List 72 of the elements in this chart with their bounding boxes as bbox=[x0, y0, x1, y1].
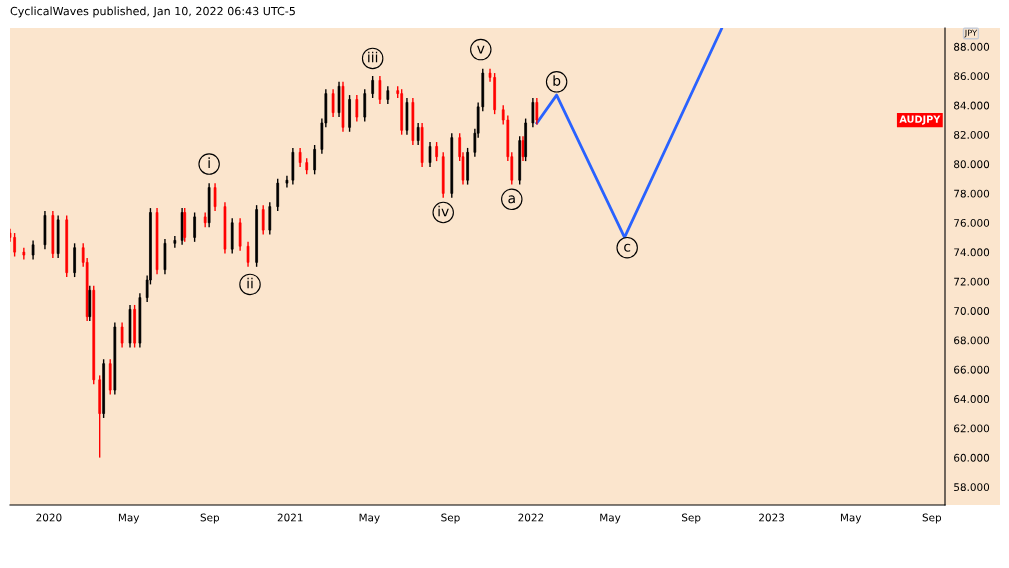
candlestick bbox=[355, 94, 359, 123]
y-tick-label: 88.000 bbox=[954, 42, 990, 51]
y-tick-label: 66.000 bbox=[954, 365, 990, 374]
candlestick bbox=[531, 97, 535, 129]
candlestick bbox=[276, 178, 280, 212]
candlestick bbox=[246, 241, 250, 268]
candlestick bbox=[285, 175, 289, 189]
y-tick-label: 58.000 bbox=[954, 483, 990, 492]
text: JPY bbox=[964, 29, 978, 38]
annotation: ii bbox=[247, 277, 253, 289]
y-tick-label: 68.000 bbox=[954, 336, 990, 345]
annotation: AUDJPY bbox=[899, 115, 941, 125]
candlestick bbox=[466, 147, 469, 186]
candlestick bbox=[524, 117, 527, 162]
x-tick-label: Sep bbox=[682, 513, 701, 524]
annotation: iii bbox=[368, 51, 378, 63]
y-tick-label: 76.000 bbox=[954, 218, 990, 227]
y-tick-label: 80.000 bbox=[954, 160, 990, 169]
candlestick bbox=[193, 211, 196, 243]
candlestick bbox=[331, 88, 335, 118]
candlestick bbox=[255, 204, 258, 268]
x-tick-label: May bbox=[840, 513, 862, 524]
x-tick-label: May bbox=[118, 513, 140, 524]
candlestick bbox=[400, 88, 404, 136]
candlestick bbox=[238, 217, 242, 252]
y-tick-label: 62.000 bbox=[954, 424, 990, 433]
y-tick-label: 78.000 bbox=[954, 189, 990, 198]
y-tick-label: 84.000 bbox=[954, 101, 990, 110]
y-tick-label: 64.000 bbox=[954, 395, 990, 403]
y-tick-label: 74.000 bbox=[954, 248, 990, 257]
chart-title: CyclicalWaves published, Jan 10, 2022 06:43 UTC-5 bbox=[10, 6, 295, 18]
annotation: c bbox=[624, 243, 631, 252]
candlestick bbox=[73, 242, 76, 278]
candlestick bbox=[416, 122, 420, 146]
x-tick-label: Sep bbox=[200, 513, 220, 524]
x-tick-label: 2020 bbox=[36, 513, 62, 522]
candlestick bbox=[268, 201, 272, 236]
candlestick bbox=[261, 204, 265, 236]
y-tick-label: 86.000 bbox=[954, 72, 990, 81]
candlestick bbox=[428, 141, 432, 168]
x-tick-label: 2023 bbox=[759, 513, 784, 522]
annotation: a bbox=[508, 195, 515, 204]
candlestick bbox=[213, 182, 217, 212]
candlestick bbox=[120, 321, 124, 349]
candlestick bbox=[313, 144, 316, 176]
candlestick bbox=[102, 358, 105, 419]
x-tick-label: Sep bbox=[441, 513, 460, 524]
candlestick bbox=[435, 141, 438, 162]
candlestick bbox=[521, 135, 525, 162]
candlestick bbox=[535, 97, 539, 126]
candlestick bbox=[378, 75, 382, 105]
candlestick bbox=[31, 239, 35, 261]
y-tick-label: 60.000 bbox=[954, 453, 990, 462]
x-tick-label: May bbox=[359, 513, 380, 524]
x-tick-label: 2022 bbox=[518, 513, 544, 522]
y-tick-label: 82.000 bbox=[954, 130, 990, 139]
candlestick bbox=[363, 88, 367, 123]
annotation: i bbox=[208, 157, 210, 168]
x-tick-label: May bbox=[600, 513, 621, 524]
x-tick-label: 2021 bbox=[277, 513, 303, 522]
y-tick-label: 70.000 bbox=[954, 307, 990, 315]
candlestick bbox=[298, 147, 302, 168]
annotation: v bbox=[477, 45, 485, 54]
y-tick-label: 72.000 bbox=[954, 277, 990, 286]
x-tick-label: Sep bbox=[922, 513, 942, 524]
candlestick bbox=[173, 235, 177, 249]
candlestick bbox=[371, 75, 374, 99]
candlestick bbox=[348, 94, 351, 133]
annotation: b bbox=[553, 75, 561, 86]
annotation: iv bbox=[438, 205, 449, 217]
candlestick bbox=[133, 304, 136, 349]
candlestick bbox=[13, 232, 16, 258]
